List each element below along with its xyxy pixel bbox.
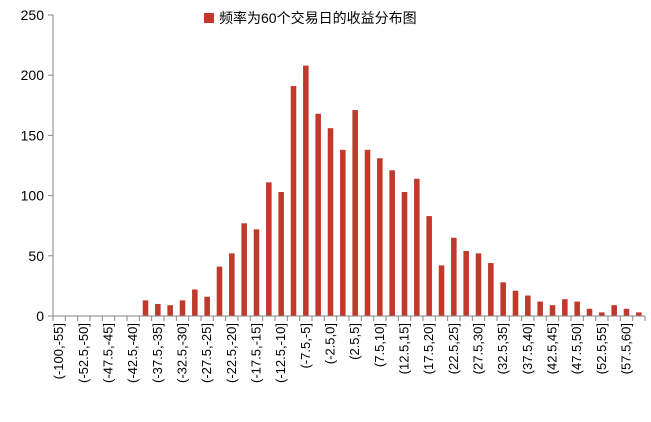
bar <box>599 312 605 316</box>
x-tick-label: (57.5,60] <box>619 323 634 374</box>
bar <box>611 305 617 316</box>
bar <box>327 128 334 316</box>
x-tick-label: (-22.5,-20] <box>224 323 239 383</box>
bar <box>290 86 297 316</box>
x-tick-label: (-2.5,0] <box>323 323 338 364</box>
x-tick-label: (-100,-55] <box>51 323 66 379</box>
x-tick-label: (-27.5,-25] <box>199 323 214 383</box>
bar <box>623 308 630 316</box>
x-tick-label: (27.5,30] <box>471 323 486 374</box>
x-tick-label: (17.5,20] <box>421 323 436 374</box>
bar <box>475 253 482 316</box>
bar <box>463 250 469 316</box>
bar <box>303 65 309 317</box>
legend: 频率为60个交易日的收益分布图 <box>204 10 417 26</box>
bar <box>266 182 272 316</box>
y-tick-label: 100 <box>21 188 45 204</box>
bars <box>142 65 642 317</box>
x-tick-label: (47.5,50] <box>569 323 584 374</box>
y-tick-label: 200 <box>21 67 45 83</box>
y-tick-label: 0 <box>36 308 44 324</box>
x-tick-label: (-42.5,-40] <box>125 323 140 383</box>
bar <box>179 300 186 316</box>
bar <box>586 308 593 316</box>
bar <box>549 305 556 316</box>
x-tick-label: (37.5,40] <box>520 323 535 374</box>
bar <box>401 191 408 316</box>
x-tick-label: (-32.5,-30] <box>175 323 190 383</box>
x-axis: (-100,-55] (-52.5,-50] (-47.5,-45] (-42.5,-… <box>51 315 646 383</box>
x-tick-label: (32.5,35] <box>495 323 510 374</box>
bar <box>574 301 580 316</box>
x-tick-label: (22.5,25] <box>446 323 461 374</box>
bar <box>142 300 149 316</box>
bar <box>488 263 494 316</box>
bar <box>253 229 260 316</box>
bar <box>278 191 284 316</box>
x-tick-label: (-7.5,-5] <box>298 323 313 369</box>
bar <box>315 113 321 316</box>
bar <box>155 303 161 316</box>
bar <box>229 253 235 316</box>
x-tick-label: (-12.5,-10] <box>273 323 288 383</box>
bar <box>438 265 445 316</box>
bar <box>352 110 358 316</box>
bar <box>636 312 642 316</box>
x-tick-label: (12.5,15] <box>397 323 412 374</box>
bar <box>537 301 543 316</box>
bar <box>512 290 519 316</box>
x-tick-label: (2.5,5] <box>347 323 362 360</box>
bar <box>192 289 198 316</box>
y-tick-label: 250 <box>21 7 45 23</box>
x-tick-label: (-52.5,-50] <box>76 323 91 383</box>
y-tick-label: 50 <box>28 248 44 264</box>
bar <box>340 149 346 316</box>
bar <box>364 149 371 316</box>
legend-swatch <box>204 13 214 23</box>
bar <box>167 305 173 316</box>
legend-label: 频率为60个交易日的收益分布图 <box>219 10 417 26</box>
bar <box>389 170 395 316</box>
bar <box>204 296 210 316</box>
bar <box>451 237 457 316</box>
x-tick-label: (52.5,55] <box>594 323 609 374</box>
x-tick-label: (-47.5,-45] <box>101 323 116 383</box>
x-tick-label: (-17.5,-15] <box>249 323 264 383</box>
bar <box>525 295 531 316</box>
bar <box>377 158 383 316</box>
x-tick-label: (7.5,10] <box>372 323 387 367</box>
bar <box>216 266 223 316</box>
bar <box>414 178 420 316</box>
bar <box>241 223 247 316</box>
y-tick-label: 150 <box>21 127 45 143</box>
bar <box>562 299 568 316</box>
bar <box>500 282 506 316</box>
y-axis: 0 50 100 150 200 250 <box>21 7 54 324</box>
x-tick-label: (-37.5,-35] <box>150 323 165 383</box>
x-tick-label: (42.5,45] <box>545 323 560 374</box>
bar <box>426 216 432 316</box>
